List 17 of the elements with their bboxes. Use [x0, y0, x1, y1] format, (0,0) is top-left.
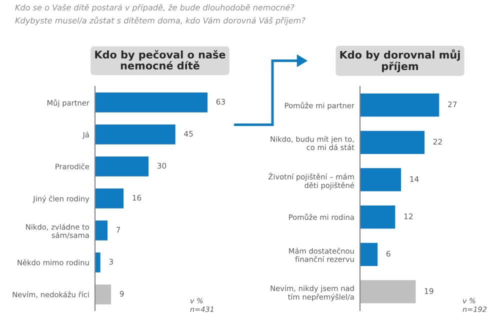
- chart-title: Kdo by pečoval o naše nemocné dítě: [95, 50, 226, 70]
- bar: [360, 242, 378, 266]
- bar: [360, 280, 416, 304]
- bar: [360, 93, 440, 117]
- bar: [95, 92, 208, 112]
- bar: [95, 220, 108, 240]
- bar: [95, 252, 100, 272]
- bar: [95, 156, 149, 176]
- bar: [95, 284, 112, 304]
- bar: [95, 188, 124, 208]
- text: Kdo se o Vaše dítě postará v případě, že bude dlouhodobě nemocné?: [15, 4, 294, 12]
- bar: [360, 168, 402, 192]
- bar: [360, 205, 396, 229]
- text: Kdybyste musel/a zůstat s dítětem doma, kdo Vám dorovná Váš příjem?: [15, 16, 306, 26]
- bar: [360, 130, 425, 154]
- chart-title: Kdo by dorovnal můj příjem: [340, 49, 460, 72]
- bar: [95, 124, 176, 144]
